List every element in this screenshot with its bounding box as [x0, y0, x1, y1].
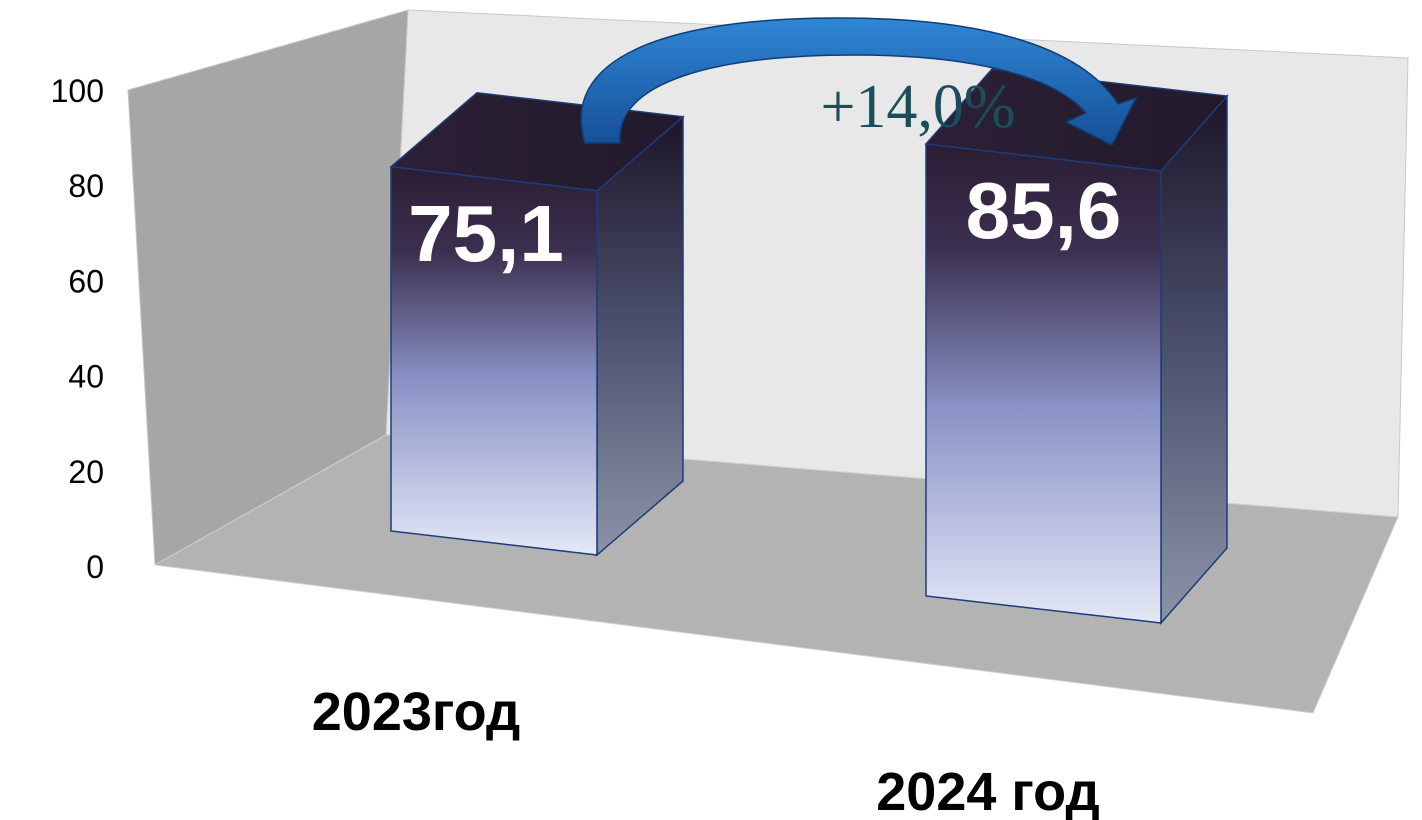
y-axis-ticks: 0 20 40 60 80 100	[51, 73, 104, 585]
y-tick-label: 40	[68, 359, 104, 395]
y-tick-label: 0	[86, 549, 104, 585]
y-tick-label: 60	[68, 263, 104, 299]
growth-arrow-icon	[580, 17, 1138, 147]
bar-1: 75,1	[389, 91, 685, 557]
x-category-label: 2024 год	[876, 762, 1099, 820]
growth-annotation: +14,0%	[820, 73, 1015, 141]
y-tick-label: 100	[51, 73, 104, 109]
x-category-label: 2023год	[312, 682, 520, 742]
bar-side-face	[596, 115, 684, 557]
bar-front-face	[390, 165, 598, 556]
y-tick-label: 20	[68, 454, 104, 490]
bar-value-label: 85,6	[966, 166, 1122, 255]
y-tick-label: 80	[68, 168, 104, 204]
bar-front-face	[925, 143, 1162, 624]
x-axis-categories: 2023год 2024 год	[312, 682, 1100, 820]
bar-2: 85,6	[924, 68, 1229, 625]
bar-side-face	[1160, 94, 1228, 625]
bar-value-label: 75,1	[408, 189, 564, 278]
